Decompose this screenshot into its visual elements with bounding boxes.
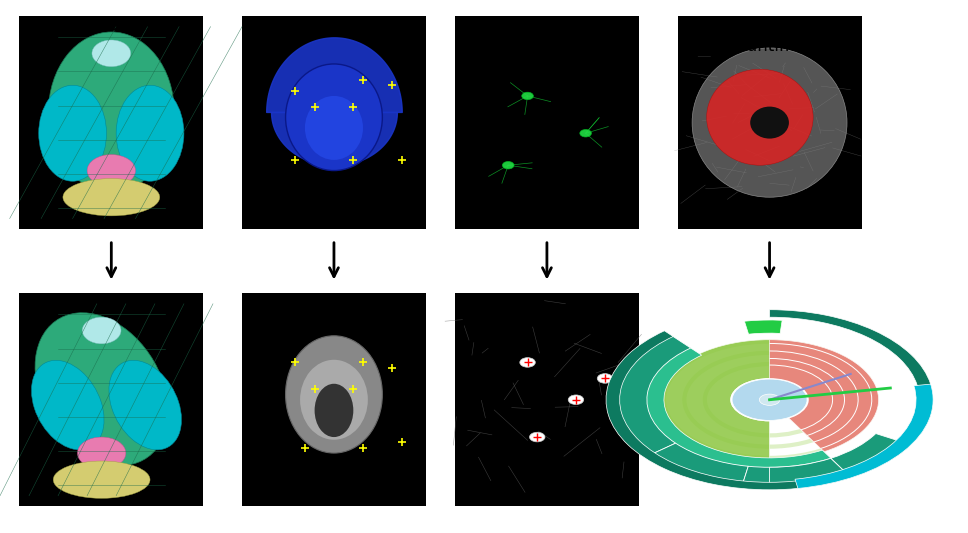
Ellipse shape bbox=[300, 360, 368, 440]
Wedge shape bbox=[617, 335, 691, 454]
Ellipse shape bbox=[286, 64, 382, 171]
Circle shape bbox=[731, 378, 808, 421]
Wedge shape bbox=[637, 344, 836, 473]
Wedge shape bbox=[795, 384, 933, 488]
Ellipse shape bbox=[707, 69, 813, 165]
Ellipse shape bbox=[32, 360, 104, 450]
Ellipse shape bbox=[63, 179, 160, 216]
Circle shape bbox=[732, 379, 807, 421]
Wedge shape bbox=[744, 320, 782, 334]
Ellipse shape bbox=[53, 461, 150, 498]
Ellipse shape bbox=[286, 336, 382, 453]
Ellipse shape bbox=[87, 155, 136, 187]
Wedge shape bbox=[831, 433, 902, 473]
Circle shape bbox=[732, 379, 807, 421]
Ellipse shape bbox=[529, 432, 545, 442]
Bar bbox=[19, 16, 203, 229]
Ellipse shape bbox=[92, 40, 131, 67]
Ellipse shape bbox=[568, 395, 584, 405]
Ellipse shape bbox=[116, 85, 184, 181]
Text: Image registration: Image registration bbox=[257, 16, 410, 34]
Wedge shape bbox=[660, 340, 879, 460]
Ellipse shape bbox=[502, 161, 514, 169]
Ellipse shape bbox=[109, 360, 181, 450]
Text: Signal detection: Signal detection bbox=[480, 16, 614, 34]
Ellipse shape bbox=[522, 92, 533, 100]
Ellipse shape bbox=[750, 107, 789, 139]
Ellipse shape bbox=[597, 374, 613, 383]
Wedge shape bbox=[652, 443, 748, 483]
Bar bbox=[455, 16, 639, 229]
Wedge shape bbox=[770, 458, 846, 484]
Circle shape bbox=[731, 378, 808, 421]
Ellipse shape bbox=[520, 358, 535, 367]
Text: 3D reconstruction
& quantification: 3D reconstruction & quantification bbox=[700, 16, 849, 55]
Ellipse shape bbox=[692, 48, 847, 197]
Ellipse shape bbox=[315, 384, 353, 437]
Ellipse shape bbox=[48, 32, 174, 192]
Ellipse shape bbox=[39, 85, 106, 181]
Wedge shape bbox=[742, 458, 846, 484]
Bar bbox=[242, 16, 426, 229]
Circle shape bbox=[759, 394, 780, 406]
Ellipse shape bbox=[580, 130, 591, 137]
Bar bbox=[242, 293, 426, 506]
Bar bbox=[678, 16, 862, 229]
Ellipse shape bbox=[82, 317, 121, 344]
Text: Atlas rotation: Atlas rotation bbox=[55, 16, 167, 34]
Bar bbox=[19, 293, 203, 506]
Wedge shape bbox=[770, 340, 879, 452]
Ellipse shape bbox=[77, 437, 126, 469]
Wedge shape bbox=[606, 310, 933, 490]
Ellipse shape bbox=[305, 96, 363, 160]
Ellipse shape bbox=[35, 313, 168, 465]
Bar bbox=[455, 293, 639, 506]
